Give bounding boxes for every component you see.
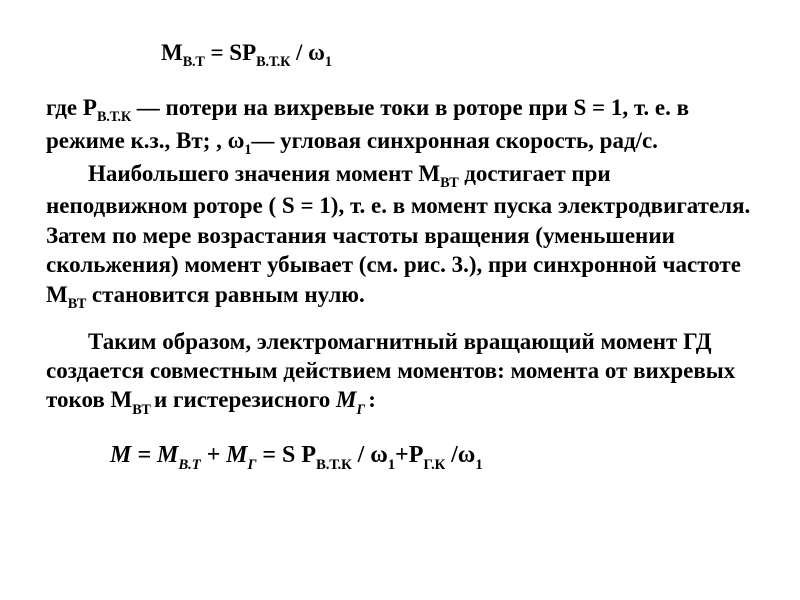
p3-b: и гистерезисного: [154, 387, 336, 412]
p1-sub2: 1: [244, 142, 251, 158]
p3-a: Таким образом, электромагнитный вращающи…: [46, 329, 735, 413]
eb-om2: ω: [458, 442, 476, 468]
p2-sub2: ВТ: [68, 296, 86, 312]
eq-omega-sub: 1: [325, 54, 332, 70]
paragraph-1: где РВ.Т.К — потери на вихревые токи в р…: [46, 93, 754, 159]
eb-s5: Г.К: [423, 457, 445, 473]
p3-c: :: [368, 387, 376, 412]
eb-s2: Г: [248, 457, 257, 473]
eb-t6: /: [445, 442, 458, 468]
eb-t1: М = М: [110, 442, 178, 468]
eb-t4: /: [352, 442, 371, 468]
p1-sub1: В.Т.К: [97, 109, 131, 125]
p3-m: М: [336, 387, 356, 412]
p3-sub1: ВТ: [132, 402, 154, 418]
paragraph-2: Наибольшего значения момент МВТ достигае…: [46, 159, 754, 313]
p1-a: где Р: [46, 95, 97, 120]
p2-c: становится равным нулю.: [86, 282, 365, 307]
paragraph-3: Таким образом, электромагнитный вращающи…: [46, 327, 754, 419]
eq-lhs-sub: В.Т: [183, 54, 205, 70]
equation-bottom: М = МВ.Т + МГ = S РВ.Т.К / ω1+РГ.К /ω1: [110, 440, 754, 474]
eq-lhs: М: [161, 40, 183, 65]
p2-sub1: ВТ: [440, 175, 458, 191]
eq-mid: = SP: [205, 40, 256, 65]
p2-a: Наибольшего значения момент М: [88, 161, 440, 186]
eb-t5: +Р: [395, 442, 423, 468]
eb-s4: 1: [388, 457, 395, 473]
equation-top: МВ.Т = SPВ.Т.К / ω1: [161, 38, 754, 71]
eq-rhs-sub: В.Т.К: [256, 54, 290, 70]
p3-sub2: Г: [357, 402, 369, 418]
p1-c: — угловая синхронная скорость, рад/с.: [251, 128, 658, 153]
eb-s3: В.Т.К: [316, 457, 352, 473]
eq-div: / ω: [290, 40, 325, 65]
eb-om1: ω: [370, 442, 388, 468]
eb-s6: 1: [475, 457, 482, 473]
eb-t2: + М: [201, 442, 248, 468]
eb-t3: = S Р: [256, 442, 316, 468]
eb-s1: В.Т: [178, 457, 200, 473]
